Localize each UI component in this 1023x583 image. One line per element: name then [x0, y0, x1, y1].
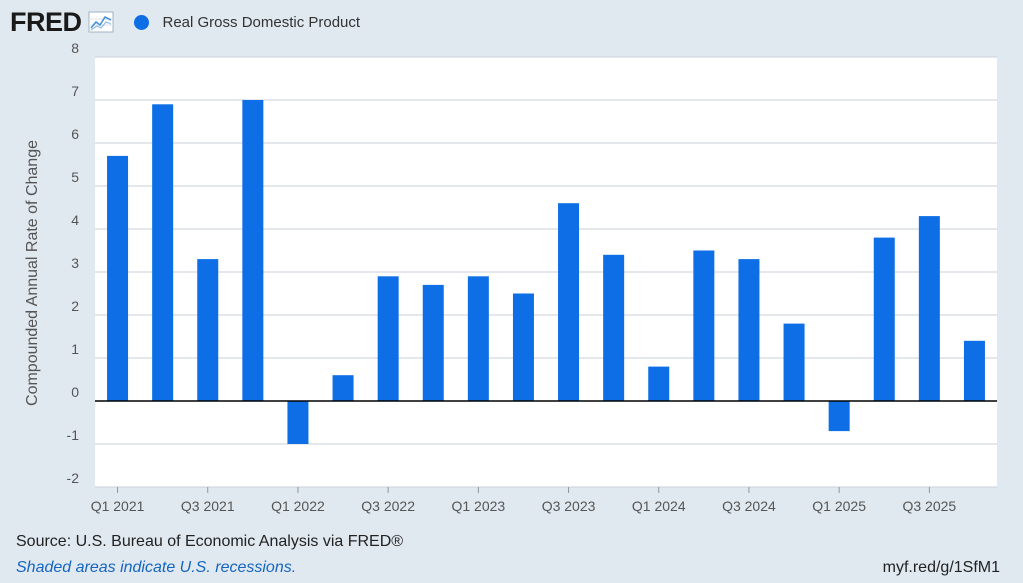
recession-note: Shaded areas indicate U.S. recessions.: [16, 559, 297, 576]
bar-q3-2021[interactable]: [197, 259, 219, 401]
y-tick-label: 3: [71, 255, 79, 271]
y-tick-label: 4: [71, 212, 79, 228]
bar-q4-2024[interactable]: [783, 323, 805, 401]
bar-series: [107, 100, 985, 444]
bar-q1-2025[interactable]: [828, 401, 850, 432]
x-tick-label: Q1 2023: [451, 498, 505, 514]
short-url-link[interactable]: myf.red/g/1SfM1: [882, 559, 1000, 576]
y-tick-label: 8: [71, 40, 79, 56]
bar-q3-2023[interactable]: [558, 203, 580, 401]
fred-logo[interactable]: FRED: [10, 6, 82, 37]
bar-q4-2021[interactable]: [242, 100, 264, 401]
chart-header: FRED Real Gross Domestic Product: [10, 6, 360, 38]
bar-q1-2022[interactable]: [287, 401, 309, 444]
bar-q1-2023[interactable]: [467, 276, 489, 401]
bar-q2-2025[interactable]: [873, 237, 895, 401]
bar-q3-2025[interactable]: [918, 216, 940, 401]
x-tick-label: Q1 2022: [271, 498, 325, 514]
x-tick-label: Q3 2022: [361, 498, 415, 514]
bar-q3-2024[interactable]: [738, 259, 760, 401]
bar-q1-2024[interactable]: [648, 366, 670, 401]
x-tick-label: Q1 2025: [812, 498, 866, 514]
bar-q4-2022[interactable]: [422, 284, 444, 401]
legend-label: Real Gross Domestic Product: [162, 13, 361, 31]
y-tick-label: 0: [71, 384, 79, 400]
y-tick-label: 7: [71, 83, 79, 99]
bar-q2-2023[interactable]: [512, 293, 534, 402]
y-tick-label: -1: [67, 427, 80, 443]
legend-swatch: [133, 14, 149, 30]
x-tick-label: Q1 2024: [632, 498, 686, 514]
bar-q2-2021[interactable]: [152, 104, 174, 402]
x-tick-label: Q3 2025: [902, 498, 956, 514]
x-tick-label: Q3 2023: [542, 498, 596, 514]
source-text: Source: U.S. Bureau of Economic Analysis…: [16, 533, 404, 550]
bar-q2-2024[interactable]: [693, 250, 715, 402]
y-tick-label: 5: [71, 169, 79, 185]
chart-legend: Real Gross Domestic Product: [133, 13, 361, 31]
bar-q1-2021[interactable]: [107, 155, 129, 401]
bar-q2-2022[interactable]: [332, 375, 354, 401]
y-tick-label: 6: [71, 126, 79, 142]
line-chart-icon: [88, 11, 113, 33]
bar-q4-2023[interactable]: [603, 254, 625, 401]
bar-q4-2025[interactable]: [963, 340, 985, 401]
y-axis-ticks: -2 -1 0 1 2 3 4 5 6 7 8: [67, 40, 80, 486]
x-axis-ticks: Q1 2021 Q3 2021 Q1 2022 Q3 2022 Q1 2023 Q3 20…: [91, 487, 956, 514]
x-tick-label: Q3 2021: [181, 498, 235, 514]
y-tick-label: 2: [71, 298, 79, 314]
x-tick-label: Q1 2021: [91, 498, 145, 514]
y-axis-title: Compounded Annual Rate of Change: [24, 140, 41, 406]
bar-q3-2022[interactable]: [377, 276, 399, 401]
y-tick-label: -2: [67, 470, 80, 486]
y-tick-label: 1: [71, 341, 79, 357]
x-tick-label: Q3 2024: [722, 498, 776, 514]
